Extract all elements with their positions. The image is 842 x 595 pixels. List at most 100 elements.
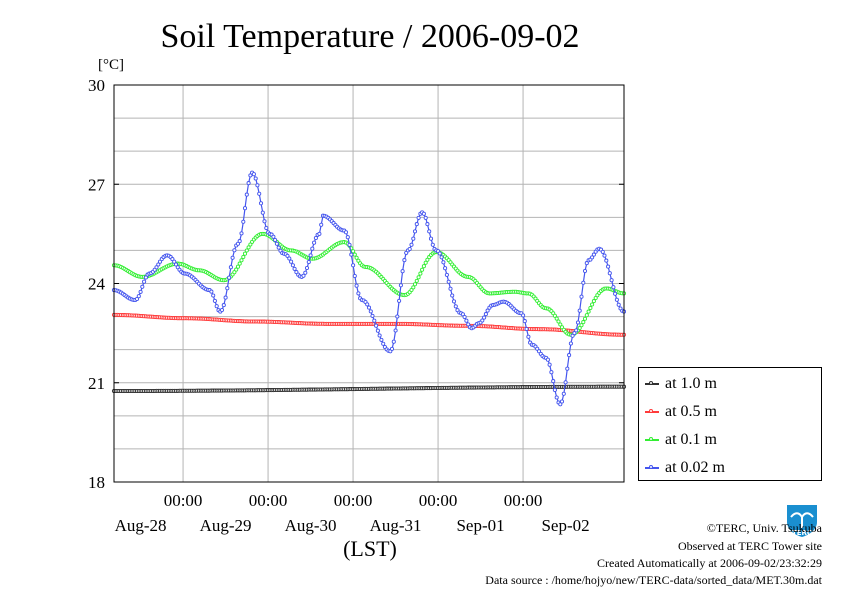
data-point [237, 239, 242, 244]
data-point [351, 249, 356, 254]
data-point [582, 268, 588, 274]
data-point [559, 399, 565, 404]
data-point [271, 234, 276, 239]
data-point [420, 267, 425, 272]
data-point [136, 294, 141, 299]
credit-created: Created Automatically at 2006-09-02/23:3… [597, 556, 822, 570]
data-point [590, 302, 595, 307]
axis-labels: 18 21 24 27 30 00:00 00:00 00:00 00:00 00:00 Aug-2… [88, 76, 624, 535]
legend-swatch [645, 437, 659, 441]
data-point [308, 253, 313, 258]
data-point [303, 270, 308, 275]
data-point [536, 349, 542, 354]
data-point [255, 183, 260, 188]
data-point [579, 323, 584, 328]
data-point [421, 211, 426, 216]
data-point [606, 264, 611, 269]
data-point [428, 236, 434, 241]
data-point [260, 210, 265, 215]
x-time-label: 00:00 [249, 491, 288, 510]
data-point [586, 309, 591, 314]
data-point [140, 284, 145, 289]
data-point [258, 201, 264, 206]
data-point [609, 278, 614, 283]
data-point [172, 259, 177, 264]
data-point [292, 266, 297, 271]
data-point [370, 313, 375, 318]
data-point [556, 319, 561, 324]
data-point [239, 258, 244, 263]
data-point [418, 271, 423, 276]
data-point [600, 249, 605, 254]
data-point [242, 206, 248, 211]
data-point [312, 240, 317, 245]
credit-source: Data source : /home/hojyo/new/TERC-data/… [485, 573, 822, 587]
data-point [221, 303, 226, 308]
data-point [416, 215, 421, 220]
data-point [209, 289, 214, 294]
data-point [374, 323, 379, 328]
data-point [593, 295, 598, 301]
data-point [223, 295, 228, 300]
data-point [446, 279, 451, 284]
data-point [439, 255, 444, 260]
data-point [134, 296, 140, 302]
x-time-label: 00:00 [164, 491, 203, 510]
chart-title: Soil Temperature / 2006-09-02 [160, 18, 579, 55]
data-point [588, 305, 593, 311]
data-point [462, 314, 467, 320]
data-point [246, 245, 251, 250]
data-point [379, 337, 384, 342]
data-point [591, 252, 596, 257]
data-point [411, 285, 416, 290]
data-point [409, 242, 414, 247]
data-point [274, 241, 279, 246]
data-point [356, 291, 361, 296]
data-point [138, 289, 143, 294]
data-point [430, 242, 435, 247]
y-tick-label: 27 [88, 175, 106, 194]
series-line-3 [113, 171, 625, 406]
data-point [579, 294, 584, 299]
x-axis-label: (LST) [343, 536, 397, 561]
legend-label: at 1.0 m [665, 375, 717, 392]
data-point [212, 298, 217, 303]
data-point [242, 251, 248, 256]
data-point [289, 259, 294, 264]
x-time-label: 00:00 [419, 491, 458, 510]
data-point [304, 265, 310, 271]
logo-text: TERC [792, 529, 812, 537]
legend-label: at 0.5 m [665, 403, 717, 420]
data-point [485, 308, 490, 313]
data-point [423, 260, 428, 265]
data-point [547, 362, 552, 367]
data-point [613, 291, 618, 296]
legend-item-0.5m: at 0.5 m [645, 402, 717, 422]
data-point [416, 275, 421, 280]
y-axis-unit-label: [°C] [98, 57, 124, 73]
x-day-label: Aug-28 [115, 516, 167, 535]
data-point [232, 270, 237, 275]
data-point [228, 265, 233, 270]
data-point [246, 181, 251, 186]
data-point [366, 305, 372, 310]
data-point [570, 333, 575, 338]
data-point [381, 341, 386, 346]
data-point [521, 313, 526, 318]
legend-swatch [645, 409, 659, 413]
data-point [143, 275, 148, 280]
data-point [480, 318, 485, 323]
data-point [577, 325, 582, 331]
legend-item-1m: at 1.0 m [645, 374, 717, 394]
data-point [354, 255, 359, 260]
legend-swatch [645, 381, 659, 385]
data-point [232, 248, 237, 253]
data-point [574, 328, 579, 333]
data-point [572, 331, 577, 336]
data-point [345, 235, 350, 240]
data-point [448, 286, 453, 291]
data-point [343, 230, 349, 235]
data-point [581, 280, 586, 285]
x-day-label: Aug-31 [370, 516, 422, 535]
